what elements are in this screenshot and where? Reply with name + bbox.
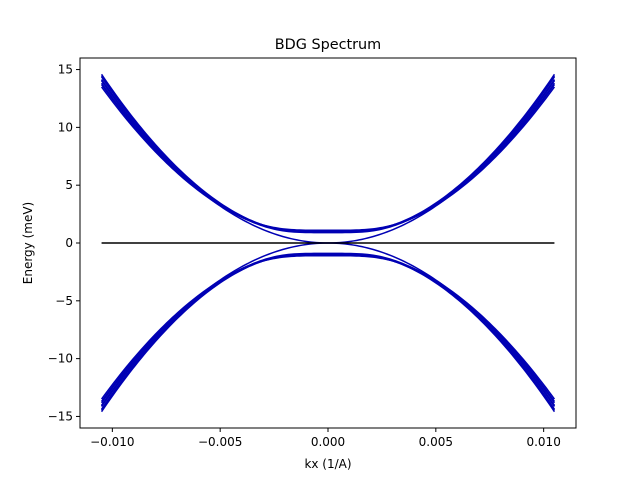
- lower-band-8: [100, 253, 556, 413]
- y-tick-label: 15: [58, 63, 73, 77]
- x-tick-label: 0.010: [526, 435, 560, 449]
- x-axis: −0.010 −0.005 0.000 0.005 0.010: [90, 428, 561, 449]
- y-tick-label: 10: [58, 120, 73, 134]
- chart-title: BDG Spectrum: [275, 37, 381, 53]
- plot-curves: [100, 73, 556, 413]
- y-axis: −15 −10 −5 0 5 10 15: [48, 63, 80, 423]
- y-tick-label: −15: [48, 409, 73, 423]
- y-tick-label: −5: [55, 294, 73, 308]
- y-tick-label: −10: [48, 352, 73, 366]
- x-tick-label: 0.000: [311, 435, 345, 449]
- x-tick-label: 0.005: [419, 435, 453, 449]
- x-tick-label: −0.005: [198, 435, 242, 449]
- y-tick-label: 0: [65, 236, 73, 250]
- x-axis-label: kx (1/A): [304, 457, 351, 471]
- x-tick-label: −0.010: [90, 435, 134, 449]
- upper-band-8: [100, 73, 556, 233]
- y-axis-label: Energy (meV): [21, 202, 35, 284]
- y-tick-label: 5: [65, 178, 73, 192]
